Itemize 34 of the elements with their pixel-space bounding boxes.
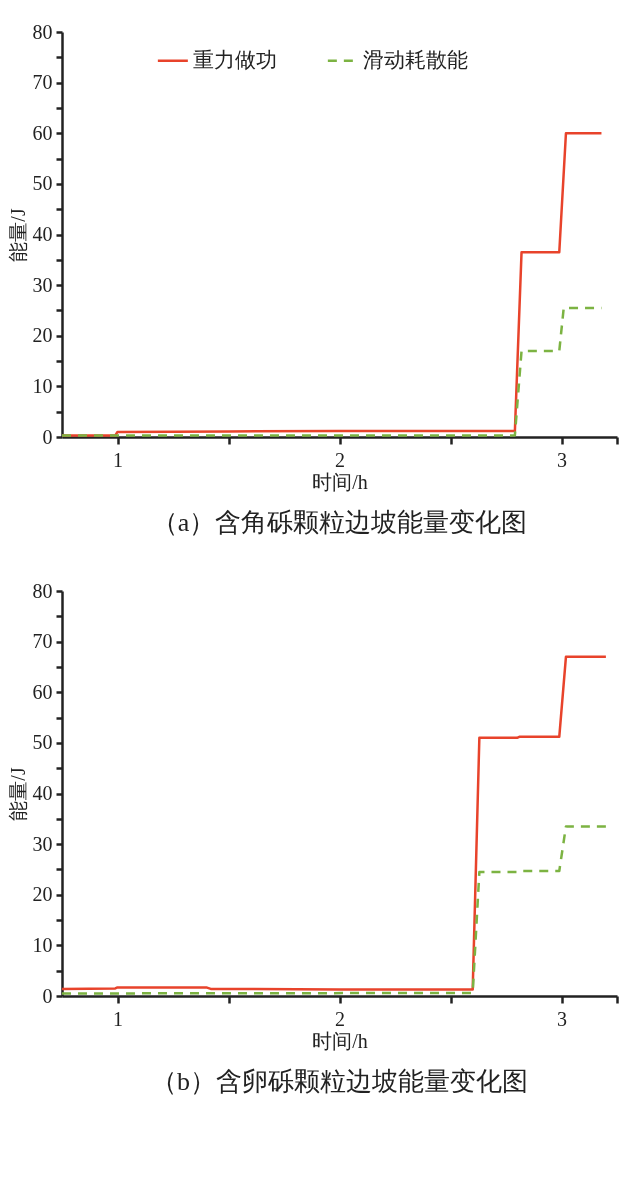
x-tick-label: 2: [335, 448, 345, 471]
y-tick-label: 60: [32, 121, 53, 144]
x-tick-label: 2: [335, 1007, 345, 1030]
y-axis-title: 能量/J: [6, 208, 29, 262]
y-tick-label: 80: [32, 20, 53, 43]
y-axis-title: 能量/J: [6, 767, 29, 821]
y-tick-label: 70: [32, 71, 53, 94]
legend-label: 滑动耗散能: [363, 47, 469, 72]
y-tick-label: 30: [32, 273, 53, 296]
y-tick-label: 80: [32, 579, 53, 602]
x-tick-label: 1: [113, 1007, 123, 1030]
y-tick-label: 10: [32, 933, 53, 956]
legend-label: 重力做功: [193, 47, 278, 72]
line-series: [60, 825, 608, 995]
x-axis-title: 时间/h: [312, 1029, 368, 1052]
y-tick-label: 20: [32, 883, 53, 906]
y-tick-label: 20: [32, 324, 53, 347]
text: （a）含角砾颗粒边坡能量变化图: [151, 508, 528, 537]
x-tick-label: 1: [113, 448, 123, 471]
y-tick-label: 10: [32, 374, 53, 397]
line-series: [60, 655, 608, 991]
y-tick-label: 50: [32, 731, 53, 754]
x-axis-title: 时间/h: [312, 470, 368, 493]
y-tick-label: 0: [42, 984, 53, 1007]
text: （b）含卵砾颗粒边坡能量变化图: [151, 1067, 528, 1096]
y-tick-label: 0: [42, 425, 53, 448]
y-tick-label: 40: [32, 223, 53, 245]
y-tick-label: 40: [32, 782, 53, 804]
y-tick-label: 60: [32, 680, 53, 703]
y-tick-label: 30: [32, 832, 53, 855]
y-tick-label: 50: [32, 172, 53, 195]
x-tick-label: 3: [557, 448, 567, 471]
x-tick-label: 3: [557, 1007, 567, 1030]
y-tick-label: 70: [32, 630, 53, 653]
